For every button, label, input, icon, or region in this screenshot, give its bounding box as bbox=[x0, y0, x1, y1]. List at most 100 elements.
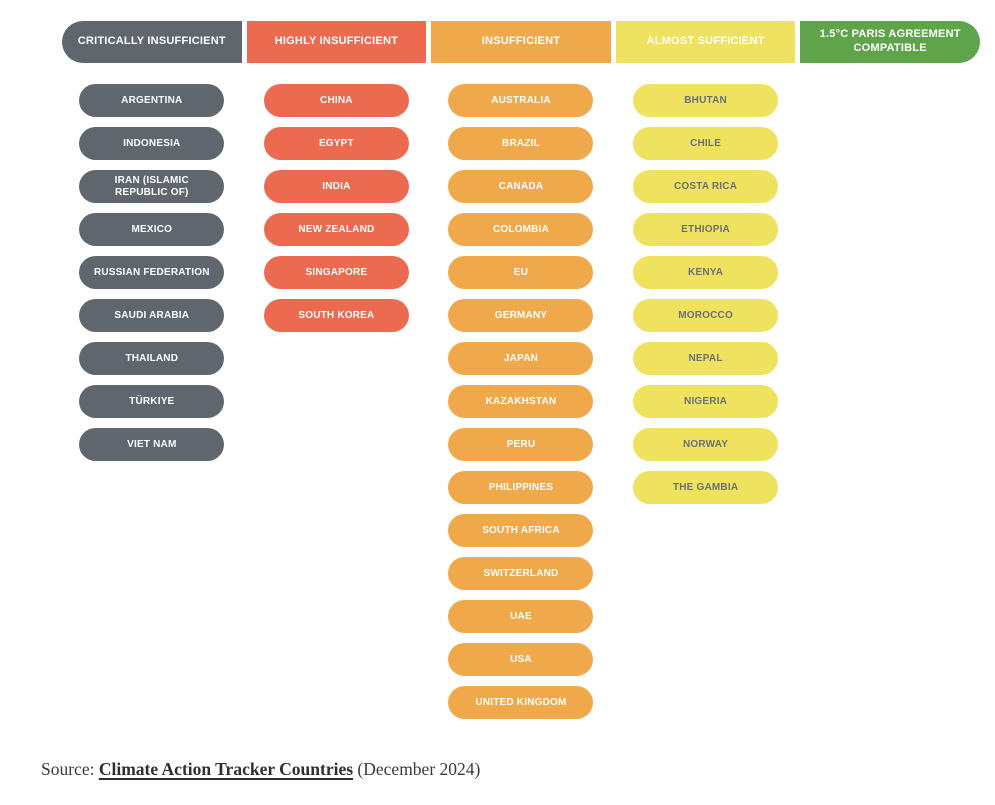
country-slot: PERU bbox=[448, 428, 594, 471]
category-header: CRITICALLY INSUFFICIENT bbox=[62, 21, 242, 63]
country-pill: SOUTH KOREA bbox=[263, 299, 409, 332]
country-list: CHINA EGYPT INDIA NEW ZEALAND SINGAPORE SOUTH… bbox=[247, 84, 427, 342]
rating-column: CRITICALLY INSUFFICIENT ARGENTINA INDONESI… bbox=[62, 21, 242, 729]
country-slot: PHILIPPINES bbox=[448, 471, 594, 514]
country-pill: IRAN (ISLAMIC REPUBLIC OF) bbox=[79, 170, 225, 203]
country-pill: NEPAL bbox=[633, 342, 779, 375]
country-slot: INDIA bbox=[263, 170, 409, 213]
country-pill: SAUDI ARABIA bbox=[79, 299, 225, 332]
country-pill: KAZAKHSTAN bbox=[448, 385, 594, 418]
rating-column: HIGHLY INSUFFICIENT CHINA EGYPT INDIA NEW ZE… bbox=[246, 21, 427, 729]
country-slot: SOUTH KOREA bbox=[263, 299, 409, 342]
country-pill: UAE bbox=[448, 600, 594, 633]
source-prefix: Source: bbox=[41, 759, 99, 779]
country-pill: BHUTAN bbox=[633, 84, 779, 117]
country-pill: INDIA bbox=[263, 170, 409, 203]
category-header: INSUFFICIENT bbox=[431, 21, 611, 63]
country-pill: EGYPT bbox=[263, 127, 409, 160]
country-pill: UNITED KINGDOM bbox=[448, 686, 594, 719]
country-slot: GERMANY bbox=[448, 299, 594, 342]
country-list: ARGENTINA INDONESIA IRAN (ISLAMIC REPUBLIC… bbox=[62, 84, 242, 471]
category-header: HIGHLY INSUFFICIENT bbox=[246, 21, 427, 63]
country-slot: JAPAN bbox=[448, 342, 594, 385]
country-slot: UNITED KINGDOM bbox=[448, 686, 594, 729]
rating-columns: CRITICALLY INSUFFICIENT ARGENTINA INDONESI… bbox=[62, 21, 980, 729]
country-slot: THE GAMBIA bbox=[633, 471, 779, 514]
source-suffix: (December 2024) bbox=[353, 759, 481, 779]
country-pill: MEXICO bbox=[79, 213, 225, 246]
country-slot: UAE bbox=[448, 600, 594, 643]
country-pill: NEW ZEALAND bbox=[263, 213, 409, 246]
country-slot: THAILAND bbox=[79, 342, 225, 385]
country-pill: JAPAN bbox=[448, 342, 594, 375]
country-slot: COSTA RICA bbox=[633, 170, 779, 213]
country-slot: NEW ZEALAND bbox=[263, 213, 409, 256]
country-slot: COLOMBIA bbox=[448, 213, 594, 256]
country-slot: IRAN (ISLAMIC REPUBLIC OF) bbox=[79, 170, 225, 213]
country-pill: COSTA RICA bbox=[633, 170, 779, 203]
country-slot: SOUTH AFRICA bbox=[448, 514, 594, 557]
country-slot: USA bbox=[448, 643, 594, 686]
country-slot: MEXICO bbox=[79, 213, 225, 256]
country-slot: INDONESIA bbox=[79, 127, 225, 170]
country-slot: BHUTAN bbox=[633, 84, 779, 127]
country-pill: PERU bbox=[448, 428, 594, 461]
rating-column: INSUFFICIENT AUSTRALIA BRAZIL CANADA COLOMBI… bbox=[431, 21, 611, 729]
country-list: AUSTRALIA BRAZIL CANADA COLOMBIA EU GERMANY JA… bbox=[431, 84, 611, 729]
rating-column: 1.5°C PARIS AGREEMENT COMPATIBLE bbox=[800, 21, 980, 729]
country-pill: COLOMBIA bbox=[448, 213, 594, 246]
country-slot: CHINA bbox=[263, 84, 409, 127]
country-pill: THE GAMBIA bbox=[633, 471, 779, 504]
category-header: 1.5°C PARIS AGREEMENT COMPATIBLE bbox=[800, 21, 980, 63]
country-pill: CHILE bbox=[633, 127, 779, 160]
country-pill: SWITZERLAND bbox=[448, 557, 594, 590]
country-slot: EGYPT bbox=[263, 127, 409, 170]
country-pill: THAILAND bbox=[79, 342, 225, 375]
country-pill: GERMANY bbox=[448, 299, 594, 332]
country-slot: RUSSIAN FEDERATION bbox=[79, 256, 225, 299]
country-pill: ARGENTINA bbox=[79, 84, 225, 117]
country-pill: INDONESIA bbox=[79, 127, 225, 160]
country-pill: KENYA bbox=[633, 256, 779, 289]
rating-column: ALMOST SUFFICIENT BHUTAN CHILE COSTA RICA ET… bbox=[615, 21, 796, 729]
country-pill: MOROCCO bbox=[633, 299, 779, 332]
country-pill: SINGAPORE bbox=[263, 256, 409, 289]
source-link[interactable]: Climate Action Tracker Countries bbox=[98, 759, 354, 779]
country-pill: VIET NAM bbox=[79, 428, 225, 461]
country-pill: TÜRKIYE bbox=[79, 385, 225, 418]
country-slot: VIET NAM bbox=[79, 428, 225, 471]
country-slot: NEPAL bbox=[633, 342, 779, 385]
country-slot: ETHIOPIA bbox=[633, 213, 779, 256]
country-pill: NIGERIA bbox=[633, 385, 779, 418]
country-pill: ETHIOPIA bbox=[633, 213, 779, 246]
country-slot: AUSTRALIA bbox=[448, 84, 594, 127]
country-slot: SAUDI ARABIA bbox=[79, 299, 225, 342]
country-slot: EU bbox=[448, 256, 594, 299]
country-slot: KENYA bbox=[633, 256, 779, 299]
country-slot: ARGENTINA bbox=[79, 84, 225, 127]
country-pill: CHINA bbox=[263, 84, 409, 117]
country-slot: KAZAKHSTAN bbox=[448, 385, 594, 428]
country-pill: USA bbox=[448, 643, 594, 676]
country-slot: BRAZIL bbox=[448, 127, 594, 170]
country-pill: SOUTH AFRICA bbox=[448, 514, 594, 547]
country-slot: CANADA bbox=[448, 170, 594, 213]
source-line: Source: Climate Action Tracker Countries… bbox=[41, 759, 480, 780]
country-slot: NIGERIA bbox=[633, 385, 779, 428]
country-slot: SINGAPORE bbox=[263, 256, 409, 299]
country-slot: TÜRKIYE bbox=[79, 385, 225, 428]
country-slot: SWITZERLAND bbox=[448, 557, 594, 600]
country-pill: CANADA bbox=[448, 170, 594, 203]
country-list: BHUTAN CHILE COSTA RICA ETHIOPIA KENYA MOROCC… bbox=[616, 84, 796, 514]
country-slot: CHILE bbox=[633, 127, 779, 170]
country-pill: BRAZIL bbox=[448, 127, 594, 160]
country-slot: MOROCCO bbox=[633, 299, 779, 342]
country-slot: NORWAY bbox=[633, 428, 779, 471]
category-header: ALMOST SUFFICIENT bbox=[615, 21, 796, 63]
country-pill: AUSTRALIA bbox=[448, 84, 594, 117]
country-pill: EU bbox=[448, 256, 594, 289]
country-pill: NORWAY bbox=[633, 428, 779, 461]
country-pill: PHILIPPINES bbox=[448, 471, 594, 504]
country-pill: RUSSIAN FEDERATION bbox=[79, 256, 225, 289]
